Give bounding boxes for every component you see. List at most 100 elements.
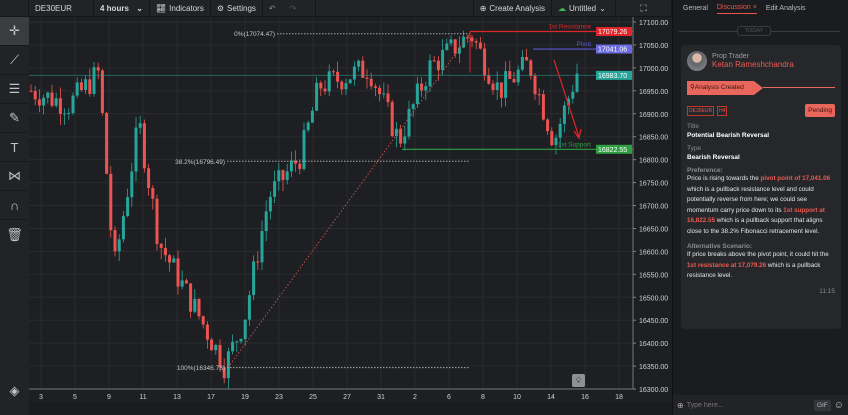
candle-body — [79, 82, 83, 91]
candle-body — [382, 93, 386, 95]
plus-circle-icon: ⊕ — [479, 4, 487, 13]
x-tick-label: 5 — [73, 394, 77, 401]
add-icon[interactable]: ⊕ — [677, 400, 684, 410]
fib-level-label: 100%(16346.78) — [177, 365, 225, 372]
analysis-type: Bearish Reversal — [687, 154, 740, 161]
price-chart[interactable]: 0%(17074.47) 38.2%(16796.49) 100%(16346.78… — [29, 17, 672, 402]
candle-body — [50, 92, 54, 106]
emoji-icon[interactable]: ☺ — [833, 399, 844, 411]
author-name[interactable]: Ketan Rameshchandra — [712, 60, 794, 69]
chart-canvas: 0%(17074.47) 38.2%(16796.49) 100%(16346.78… — [29, 17, 668, 401]
candle-body — [172, 258, 176, 263]
candle-body — [159, 243, 163, 248]
undo-icon[interactable]: ↶ — [268, 4, 276, 13]
type-label: Type — [687, 145, 702, 152]
crosshair-tool[interactable]: ✛ — [0, 17, 29, 46]
x-tick-label: 13 — [173, 394, 181, 401]
price-tag-label: 16822.55 — [598, 147, 627, 154]
candle-body — [138, 123, 142, 128]
x-tick-label: 23 — [275, 394, 283, 401]
message-input[interactable] — [686, 401, 811, 409]
y-tick-label: 16850.00 — [639, 135, 668, 142]
x-tick-label: 9 — [107, 394, 111, 401]
text-tool[interactable]: T — [0, 133, 29, 162]
candle-body — [365, 77, 369, 79]
indicators-button[interactable]: 📈︎ Indicators — [150, 0, 211, 17]
candle-body — [134, 127, 138, 172]
gear-icon: ⚙ — [216, 4, 225, 13]
chevron-down-icon: ⌄ — [136, 4, 143, 13]
magnet-tool[interactable]: ∩ — [0, 191, 29, 220]
drawing-tools-sidebar: ✛ ⟋ ☰ ✎ T ⋈ ∩ 🗑︎ ◈ — [0, 17, 29, 415]
y-tick-label: 16700.00 — [639, 204, 668, 211]
x-tick-label: 10 — [513, 394, 521, 401]
lightbulb-button[interactable]: 💡︎ — [572, 374, 585, 387]
tab-discussion-label: Discussion — [716, 3, 751, 11]
tab-discussion[interactable]: Discussion × — [716, 3, 757, 14]
gif-button[interactable]: GIF — [813, 399, 831, 411]
symbol-selector[interactable]: DE30EUR — [29, 0, 94, 17]
candle-body — [256, 261, 260, 263]
redo-icon[interactable]: ↷ — [289, 4, 297, 13]
price-tag-label: 16983.70 — [598, 73, 627, 80]
author-role: Prop Trader — [712, 53, 749, 60]
pattern-tool[interactable]: ⋈ — [0, 162, 29, 191]
y-tick-label: 16500.00 — [639, 295, 668, 302]
candle-body — [71, 95, 75, 114]
candle-body — [394, 128, 398, 137]
text: Price is rising towards the — [687, 175, 761, 182]
candle-body — [46, 92, 50, 98]
y-tick-label: 16550.00 — [639, 272, 668, 279]
timeframe-dropdown[interactable]: 4 hours ⌄ — [94, 0, 150, 17]
tags-row: DE30EUR H4 Pending — [687, 104, 835, 117]
candle-body — [315, 82, 319, 111]
candle-body — [575, 73, 579, 92]
support-label: 1st Support — [558, 141, 591, 148]
trendline-tool[interactable]: ⟋ — [0, 46, 29, 75]
candle-body — [550, 131, 554, 146]
layers-tool[interactable]: ◈ — [0, 376, 29, 405]
candle-body — [529, 60, 533, 76]
author: Prop Trader Ketan Rameshchandra — [687, 51, 835, 71]
candle-body — [571, 91, 575, 99]
tab-edit-analysis[interactable]: Edit Analysis — [765, 5, 806, 12]
candle-body — [399, 128, 403, 144]
candle-body — [273, 181, 277, 197]
y-tick-label: 16350.00 — [639, 364, 668, 371]
tab-general[interactable]: General — [683, 5, 708, 12]
create-analysis-button[interactable]: ⊕ Create Analysis — [472, 0, 552, 17]
fullscreen-button[interactable]: ⛶ — [616, 0, 672, 17]
fib-tool[interactable]: ☰ — [0, 75, 29, 104]
lightbulb-icon: 💡︎ — [575, 375, 582, 385]
candle-body — [432, 60, 436, 62]
candle-body — [378, 87, 382, 95]
close-icon[interactable]: × — [752, 3, 757, 11]
highlight: 1st resistance at 17,079.26 — [687, 261, 767, 269]
candle-body — [54, 98, 58, 106]
price-tag — [596, 144, 632, 154]
y-tick-label: 16950.00 — [639, 89, 668, 96]
candle-body — [58, 98, 62, 114]
timeline-line — [763, 87, 835, 88]
candle-body — [142, 123, 146, 169]
settings-button[interactable]: ⚙ Settings — [211, 0, 263, 17]
price-tag — [596, 27, 632, 37]
layout-dropdown[interactable]: ☁ Untitled ⌄ — [552, 0, 616, 17]
delete-tool[interactable]: 🗑︎ — [0, 220, 29, 249]
x-tick-label: 27 — [343, 394, 351, 401]
candle-body — [407, 108, 411, 137]
trash-icon: 🗑︎ — [6, 226, 23, 242]
status-badge: Pending — [805, 104, 835, 117]
date-separator: TODAY — [737, 26, 771, 36]
candle-body — [184, 280, 188, 284]
y-tick-label: 16400.00 — [639, 341, 668, 348]
brush-tool[interactable]: ✎ — [0, 104, 29, 133]
price-tag — [596, 44, 632, 54]
candle-body — [218, 344, 222, 368]
candle-body — [205, 324, 209, 340]
candle-body — [151, 188, 155, 199]
candle-body — [541, 94, 545, 120]
candle-body — [449, 39, 453, 44]
candle-body — [491, 83, 495, 90]
bearish-arrow — [553, 59, 580, 138]
